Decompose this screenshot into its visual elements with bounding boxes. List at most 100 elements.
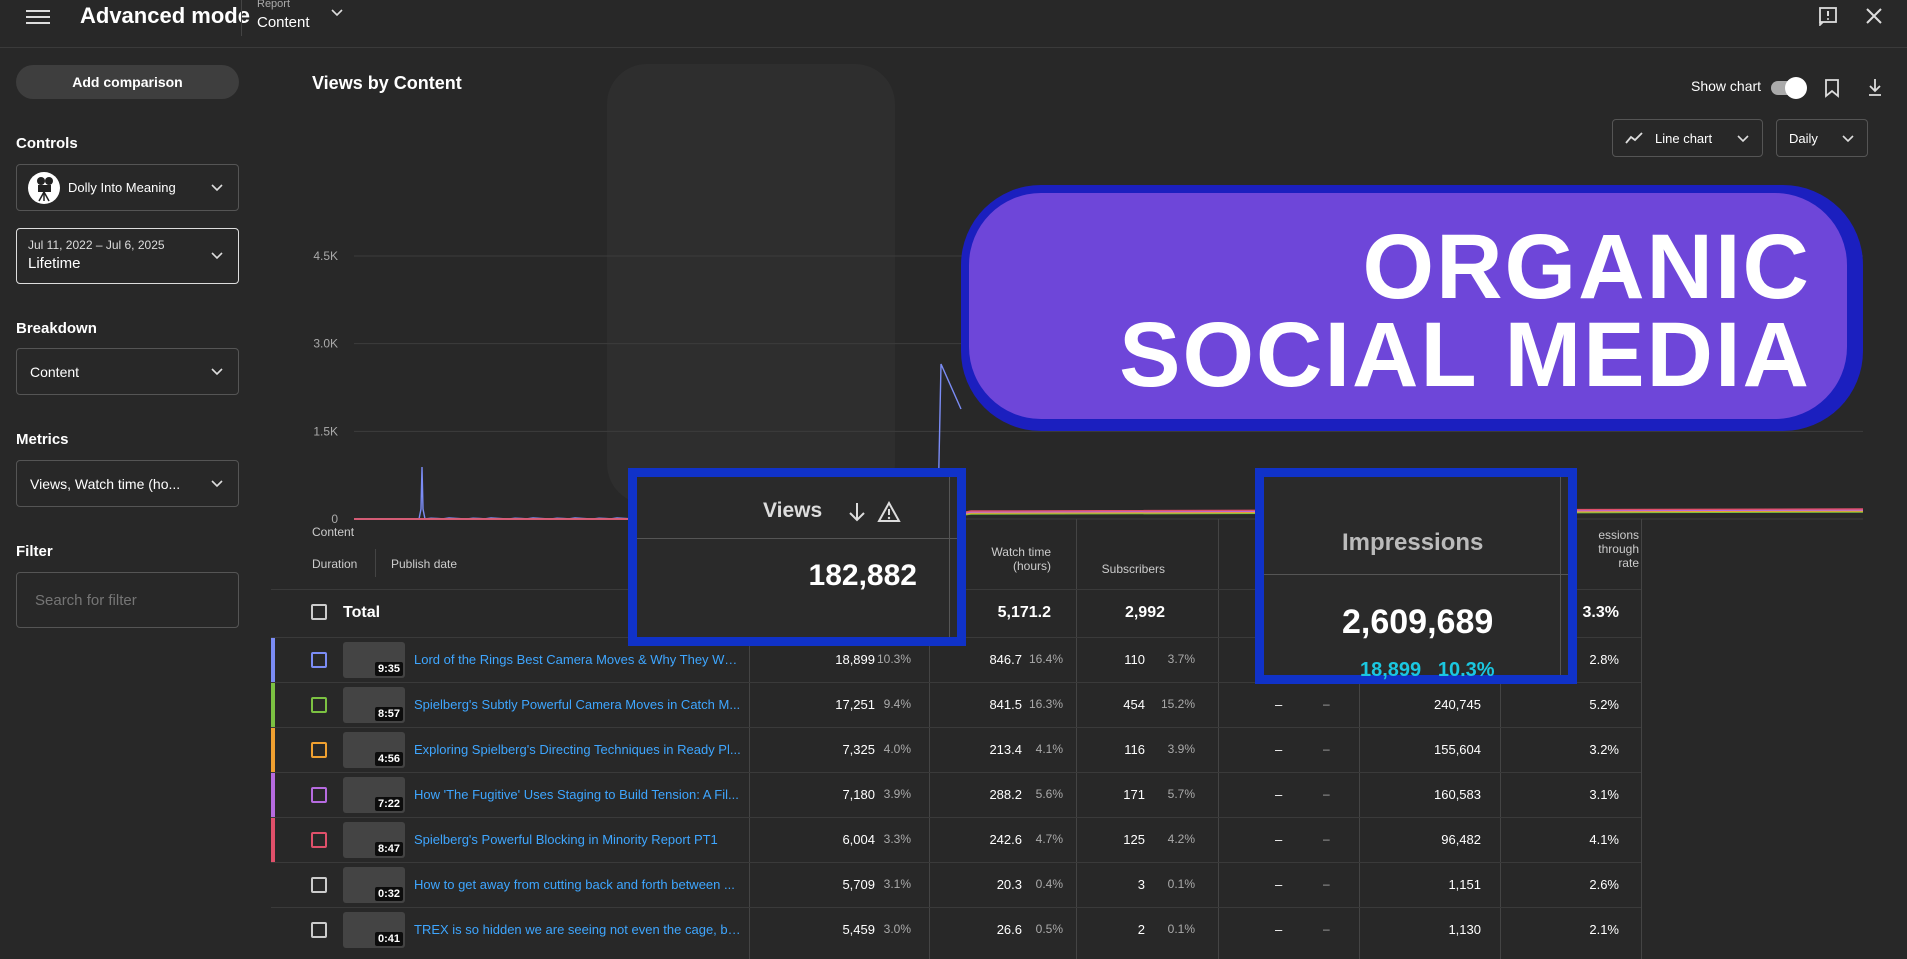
add-comparison-button[interactable]: Add comparison xyxy=(16,65,239,99)
select-all-checkbox[interactable] xyxy=(311,604,327,620)
table-row[interactable]: 4:56 Exploring Spielberg's Directing Tech… xyxy=(271,727,1641,772)
video-thumbnail[interactable]: 0:32 xyxy=(343,867,405,903)
total-ctr: 3.3% xyxy=(1582,604,1619,621)
divider xyxy=(1359,519,1360,959)
video-thumbnail[interactable]: 9:35 xyxy=(343,642,405,678)
video-title-link[interactable]: Spielberg's Powerful Blocking in Minorit… xyxy=(414,832,718,847)
impressions-value: 160,583 xyxy=(1434,787,1481,802)
chart-type-dropdown[interactable]: Line chart xyxy=(1612,119,1763,157)
video-thumbnail[interactable]: 0:41 xyxy=(343,912,405,948)
close-icon[interactable] xyxy=(1864,6,1884,26)
metrics-selector[interactable]: Views, Watch time (ho... xyxy=(16,460,239,507)
subscribers-value: 2 xyxy=(1137,922,1145,937)
video-title-link[interactable]: TREX is so hidden we are seeing not even… xyxy=(414,922,744,937)
table-row[interactable]: 7:22 How 'The Fugitive' Uses Staging to B… xyxy=(271,772,1641,817)
subscribers-value: 3 xyxy=(1137,877,1145,892)
show-chart-label: Show chart xyxy=(1691,78,1762,94)
subscribers-value: 454 xyxy=(1123,697,1145,712)
watch-time-percent: 0.4% xyxy=(1035,877,1063,891)
breakdown-selector[interactable]: Content xyxy=(16,348,239,395)
ctr-value: 4.1% xyxy=(1589,832,1619,847)
page-title: Advanced mode xyxy=(80,3,250,28)
empty-value: – xyxy=(1275,742,1283,757)
views-percent: 3.9% xyxy=(883,787,911,801)
series-color-bar xyxy=(271,728,275,772)
menu-icon[interactable] xyxy=(26,6,50,24)
ctr-value: 2.6% xyxy=(1589,877,1619,892)
video-duration: 0:32 xyxy=(374,887,403,901)
empty-value: – xyxy=(1275,697,1283,712)
filter-input[interactable] xyxy=(16,572,239,628)
watch-time-percent: 5.6% xyxy=(1035,787,1063,801)
subscribers-percent: 3.7% xyxy=(1167,652,1195,666)
show-chart-toggle[interactable] xyxy=(1771,77,1807,99)
bookmark-icon[interactable] xyxy=(1823,78,1841,98)
warning-icon xyxy=(877,501,901,522)
impressions-zoom-callout: Impressions 2,609,689 18,899 10.3% xyxy=(1255,468,1577,684)
impressions-total-value: 2,609,689 xyxy=(1342,603,1494,641)
row-checkbox[interactable] xyxy=(311,922,327,938)
report-selector[interactable]: Content xyxy=(257,14,310,31)
video-thumbnail[interactable]: 7:22 xyxy=(343,777,405,813)
download-icon[interactable] xyxy=(1866,77,1884,97)
table-row[interactable]: 8:57 Spielberg's Subtly Powerful Camera M… xyxy=(271,682,1641,727)
row-checkbox[interactable] xyxy=(311,787,327,803)
views-total-value: 182,882 xyxy=(808,559,917,592)
channel-selector[interactable]: Dolly Into Meaning xyxy=(16,164,239,211)
feedback-icon[interactable] xyxy=(1818,6,1838,26)
views-percent: 3.3% xyxy=(883,832,911,846)
table-row[interactable]: 8:47 Spielberg's Powerful Blocking in Min… xyxy=(271,817,1641,862)
ctr-value: 5.2% xyxy=(1589,697,1619,712)
row-checkbox[interactable] xyxy=(311,877,327,893)
series-color-bar xyxy=(271,818,275,862)
sidebar: Add comparison Controls Dolly Into Meani… xyxy=(0,49,255,959)
empty-value: – xyxy=(1275,832,1283,847)
views-value: 17,251 xyxy=(835,697,875,712)
channel-name: Dolly Into Meaning xyxy=(68,180,176,195)
period-dropdown[interactable]: Daily xyxy=(1776,119,1868,157)
row-checkbox[interactable] xyxy=(311,742,327,758)
video-thumbnail[interactable]: 4:56 xyxy=(343,732,405,768)
video-duration: 9:35 xyxy=(374,662,403,676)
video-title-link[interactable]: Exploring Spielberg's Directing Techniqu… xyxy=(414,742,741,757)
views-zoom-callout: Views 182,882 xyxy=(628,468,966,646)
video-duration: 8:57 xyxy=(374,707,403,721)
column-header-content[interactable]: Content xyxy=(312,525,355,539)
watch-time-value: 213.4 xyxy=(989,742,1022,757)
table-row[interactable]: 0:41 TREX is so hidden we are seeing not … xyxy=(271,907,1641,952)
column-header-ctr[interactable]: essions through rate xyxy=(1598,528,1639,570)
column-header-watch-time[interactable]: Watch time (hours) xyxy=(991,545,1051,573)
video-title-link[interactable]: How 'The Fugitive' Uses Staging to Build… xyxy=(414,787,739,802)
divider xyxy=(241,0,242,36)
video-thumbnail[interactable]: 8:47 xyxy=(343,822,405,858)
report-label: Report xyxy=(257,0,291,10)
row-checkbox[interactable] xyxy=(311,697,327,713)
row-checkbox[interactable] xyxy=(311,832,327,848)
total-label: Total xyxy=(343,604,381,621)
column-header-duration[interactable]: Duration xyxy=(312,557,358,571)
table-row[interactable]: 0:32 How to get away from cutting back an… xyxy=(271,862,1641,907)
empty-value: – xyxy=(1323,832,1330,846)
watch-time-value: 26.6 xyxy=(996,922,1022,937)
subscribers-value: 110 xyxy=(1124,652,1145,667)
column-header-publish-date[interactable]: Publish date xyxy=(391,557,458,571)
column-header-subscribers[interactable]: Subscribers xyxy=(1101,562,1165,576)
views-percent: 3.0% xyxy=(883,922,911,936)
video-duration: 7:22 xyxy=(374,797,403,811)
date-range-selector[interactable]: Jul 11, 2022 – Jul 6, 2025 Lifetime xyxy=(16,228,239,284)
views-value: 5,459 xyxy=(842,922,875,937)
video-title-link[interactable]: Spielberg's Subtly Powerful Camera Moves… xyxy=(414,697,741,712)
empty-value: – xyxy=(1275,787,1283,802)
impressions-value: 240,745 xyxy=(1434,697,1481,712)
views-value: 18,899 xyxy=(835,652,875,667)
breakdown-heading: Breakdown xyxy=(16,320,97,337)
video-thumbnail[interactable]: 8:57 xyxy=(343,687,405,723)
video-title-link[interactable]: How to get away from cutting back and fo… xyxy=(414,877,735,892)
avatar xyxy=(28,172,60,204)
chart-title: Views by Content xyxy=(312,73,462,93)
video-title-link[interactable]: Lord of the Rings Best Camera Moves & Wh… xyxy=(414,652,744,667)
row-checkbox[interactable] xyxy=(311,652,327,668)
empty-value: – xyxy=(1275,877,1283,892)
chevron-down-icon[interactable] xyxy=(330,6,344,20)
series-color-bar xyxy=(271,638,275,682)
